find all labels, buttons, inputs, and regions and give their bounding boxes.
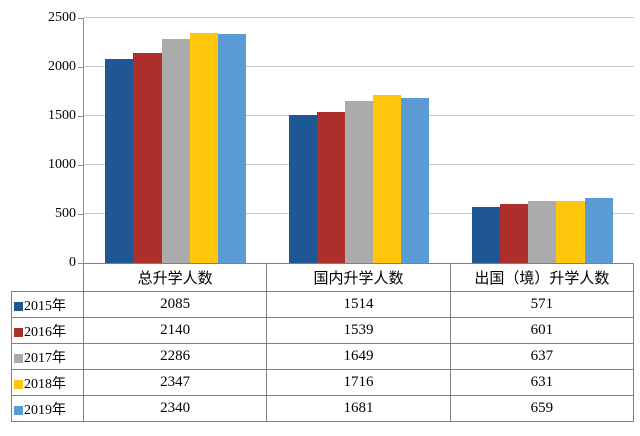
series-name-label: 2019年 — [24, 402, 66, 418]
table-row: 2015年 2085 1514 571 — [11, 291, 634, 318]
legend-swatch — [14, 405, 23, 415]
table-value-cell: 659 — [449, 395, 634, 422]
y-axis-label: 2000 — [48, 59, 76, 74]
x-axis-tick — [633, 263, 634, 267]
table-value-cell: 2140 — [82, 317, 268, 344]
table-value-cell: 1681 — [266, 395, 451, 422]
y-axis-tick — [78, 67, 83, 68]
bar-2016年-cat0 — [133, 53, 162, 263]
bar-2015年-cat1 — [288, 114, 317, 263]
y-axis-label: 2500 — [48, 10, 76, 25]
bar-2019年-cat2 — [584, 198, 613, 263]
legend-swatch — [14, 379, 23, 389]
legend-swatch — [14, 327, 23, 337]
table-value-cell: 2340 — [82, 395, 268, 422]
table-value-cell: 637 — [449, 343, 634, 370]
gridline — [84, 17, 634, 18]
legend-swatch — [14, 301, 23, 311]
bar-2019年-cat1 — [401, 98, 430, 263]
table-row: 2019年 2340 1681 659 — [11, 395, 634, 422]
bar-2016年-cat2 — [500, 204, 529, 263]
table-value-cell: 631 — [449, 369, 634, 396]
bar-2019年-cat0 — [218, 33, 247, 263]
bar-2017年-cat1 — [344, 101, 374, 263]
table-value-cell: 1716 — [266, 369, 451, 396]
y-axis-tick — [78, 116, 83, 117]
y-axis-tick — [78, 165, 83, 166]
table-value-cell: 1514 — [266, 291, 451, 318]
y-axis-label: 1500 — [48, 108, 76, 123]
bar-2017年-cat2 — [528, 200, 557, 263]
y-axis-label: 0 — [69, 255, 76, 270]
table-row: 2017年 2286 1649 637 — [11, 343, 634, 370]
table-value-cell: 1649 — [266, 343, 451, 370]
table-value-cell: 601 — [449, 317, 634, 344]
table-value-cell: 2286 — [82, 343, 268, 370]
bar-2017年-cat0 — [161, 39, 190, 263]
bar-2015年-cat0 — [105, 58, 134, 263]
y-axis-label: 500 — [55, 206, 76, 221]
legend-swatch — [14, 353, 23, 363]
table-row: 2018年 2347 1716 631 — [11, 369, 634, 396]
table-header-cell: 出国（境）升学人数 — [449, 263, 634, 292]
table-year-cell: 2018年 — [11, 369, 84, 396]
y-axis-tick — [78, 18, 83, 19]
table-header-row: 总升学人数 国内升学人数 出国（境）升学人数 — [12, 263, 634, 292]
y-axis-tick — [78, 263, 83, 264]
table-value-cell: 1539 — [266, 317, 451, 344]
table-year-cell: 2017年 — [11, 343, 84, 370]
x-axis-tick — [266, 263, 268, 267]
table-value-cell: 2085 — [82, 291, 268, 318]
series-name-label: 2018年 — [24, 376, 66, 392]
bar-2015年-cat2 — [471, 207, 500, 263]
y-axis-label: 1000 — [48, 157, 76, 172]
x-axis-tick — [449, 263, 451, 267]
gridline — [84, 66, 634, 67]
series-name-label: 2016年 — [24, 324, 66, 340]
series-name-label: 2015年 — [24, 298, 66, 314]
y-axis-tick — [78, 214, 83, 215]
bar-2016年-cat1 — [316, 112, 345, 263]
table-header-cell: 总升学人数 — [82, 263, 268, 292]
table-value-cell: 2347 — [82, 369, 268, 396]
x-axis-tick — [83, 263, 84, 267]
bar-2018年-cat2 — [556, 201, 585, 263]
table-year-cell: 2016年 — [11, 317, 84, 344]
series-name-label: 2017年 — [24, 350, 66, 366]
bar-2018年-cat0 — [189, 33, 218, 263]
chart-data-table: 总升学人数 国内升学人数 出国（境）升学人数 2015年 2085 1514 571 2016… — [11, 263, 634, 422]
table-year-cell: 2015年 — [11, 291, 84, 318]
table-header-cell: 国内升学人数 — [266, 263, 451, 292]
bar-2018年-cat1 — [373, 94, 402, 263]
table-value-cell: 571 — [449, 291, 634, 318]
table-row: 2016年 2140 1539 601 — [11, 317, 634, 344]
table-year-cell: 2019年 — [11, 395, 84, 422]
plot-area — [83, 17, 634, 264]
